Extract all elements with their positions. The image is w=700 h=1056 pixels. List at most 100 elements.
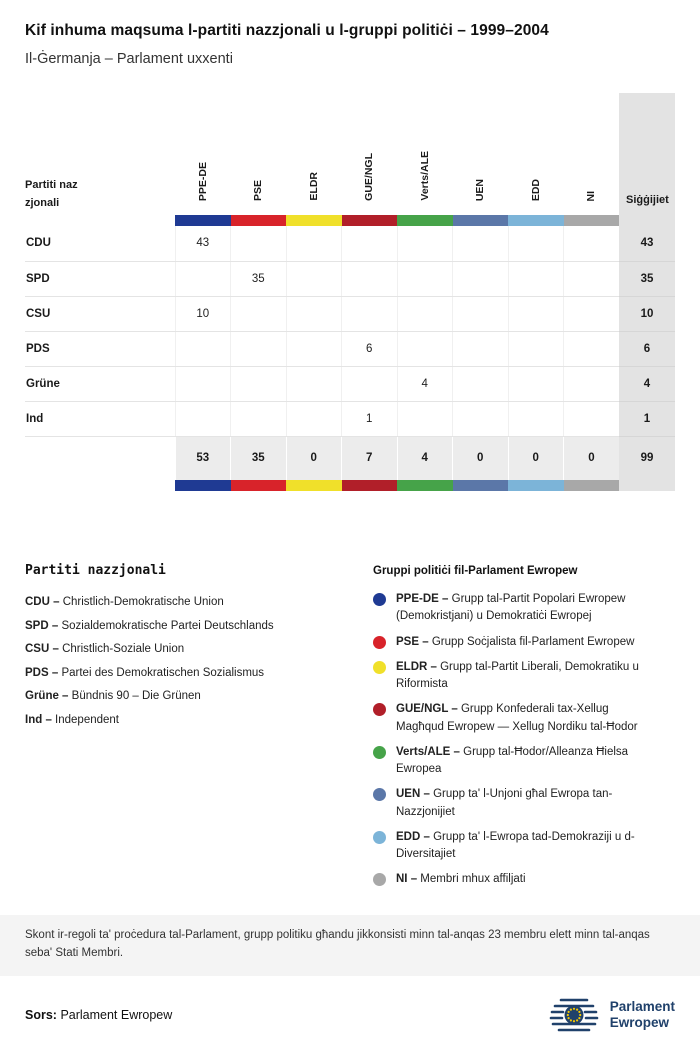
table-row-pds: PDS 6 6: [25, 331, 675, 367]
value-cell: [507, 401, 564, 437]
value-cell: [563, 261, 619, 297]
source-label: Sors:: [25, 1008, 57, 1022]
value-cell: [285, 261, 342, 297]
group-color-bar: [397, 215, 453, 226]
total-cell: 0: [285, 436, 342, 480]
value-cell: [174, 401, 231, 437]
seats-cell: 1: [619, 401, 675, 437]
legend-color-dot: [373, 788, 386, 802]
party-name: Ind: [25, 401, 175, 437]
value-cell: [507, 296, 564, 332]
legend-political-groups: Gruppi politiċi fil-Parlament Ewropew PP…: [373, 563, 655, 897]
value-cell: [341, 226, 397, 262]
list-item: CSU – Christlich-Soziale Union: [25, 643, 185, 655]
table-row-ind: Ind 1 1: [25, 401, 675, 437]
value-cell: [285, 366, 342, 402]
group-color-bar: [508, 480, 564, 491]
value-cell: [507, 261, 564, 297]
column-header-pse: PSE: [252, 179, 265, 201]
value-cell: [174, 331, 231, 367]
seats-cell: 43: [619, 226, 675, 262]
column-header-uen: UEN: [474, 178, 487, 201]
group-color-bar: [341, 215, 397, 226]
party-name: PDS: [25, 331, 175, 367]
total-cell: 0: [563, 436, 619, 480]
column-header-eldr: ELDR: [307, 172, 320, 201]
column-header-ni: NI: [585, 190, 598, 202]
legend-color-dot: [373, 745, 386, 759]
footnote: Skont ir-regoli ta' proċedura tal-Parlam…: [0, 915, 700, 976]
value-cell: [396, 296, 453, 332]
table-row-cdu: CDU 43 43: [25, 226, 675, 262]
value-cell: 4: [396, 366, 453, 402]
value-cell: [452, 401, 508, 437]
page-subtitle: Il-Ġermanja – Parlament uxxenti: [25, 51, 233, 67]
party-name: SPD: [25, 261, 175, 297]
group-color-bar: [341, 480, 397, 491]
value-cell: 1: [341, 401, 397, 437]
value-cell: [230, 331, 286, 367]
group-color-bar: [452, 215, 508, 226]
value-cell: [563, 226, 619, 262]
group-color-bar: [175, 215, 231, 226]
source-value: Parlament Ewropew: [60, 1008, 173, 1022]
column-color-bars-bottom: [25, 480, 675, 491]
seats-cell: 4: [619, 366, 675, 402]
value-cell: [396, 331, 453, 367]
party-name: Grüne: [25, 366, 175, 402]
group-color-bar: [563, 480, 619, 491]
value-cell: [563, 296, 619, 332]
list-item: PPE-DE – Grupp tal-Partit Popolari Ewrop…: [373, 591, 655, 626]
legend-color-dot: [373, 593, 386, 606]
value-cell: 6: [341, 331, 397, 367]
value-cell: [396, 261, 453, 297]
legend-color-dot: [373, 873, 386, 887]
value-cell: 43: [174, 226, 231, 262]
party-name: CDU: [25, 226, 175, 262]
list-item: NI – Membri mhux affiljati: [373, 871, 655, 888]
value-cell: 35: [230, 261, 286, 297]
total-cell: 7: [341, 436, 397, 480]
value-cell: [452, 331, 508, 367]
group-color-bar: [508, 215, 564, 226]
footer: Sors: Parlament Ewropew: [0, 976, 700, 1056]
value-cell: [230, 296, 286, 332]
list-item: ELDR – Grupp tal-Partit Liberali, Demokr…: [373, 659, 655, 694]
value-cell: [396, 226, 453, 262]
value-cell: [396, 401, 453, 437]
group-color-bar: [452, 480, 508, 491]
group-color-bar: [286, 480, 342, 491]
list-item: PDS – Partei des Demokratischen Sozialis…: [25, 666, 265, 679]
seats-cell: 6: [619, 331, 675, 367]
value-cell: [452, 261, 508, 297]
legend-color-dot: [373, 635, 386, 649]
column-header-ppe-de: PPE-DE: [196, 161, 209, 201]
row-header-label: Partiti nazzjonali: [25, 178, 78, 210]
total-seats-cell: 99: [619, 436, 675, 480]
value-cell: [563, 331, 619, 367]
seats-cell: 10: [619, 296, 675, 332]
header: Kif inhuma maqsuma l-partiti nazzjonali …: [0, 0, 700, 67]
hemicycle-logo-icon: [549, 998, 599, 1032]
party-name: CSU: [25, 296, 175, 332]
legend-groups-heading: Gruppi politiċi fil-Parlament Ewropew: [373, 565, 578, 577]
value-cell: [507, 366, 564, 402]
value-cell: [285, 226, 342, 262]
value-cell: [230, 366, 286, 402]
list-item: PSE – Grupp Soċjalista fil-Parlament Ewr…: [373, 634, 655, 651]
total-cell: 35: [230, 436, 286, 480]
page-title: Kif inhuma maqsuma l-partiti nazzjonali …: [25, 22, 549, 39]
table-header-row: Partiti nazzjonali PPE-DE PSE ELDR GUE/N…: [25, 93, 675, 215]
table-row-grune: Grüne 4 4: [25, 366, 675, 402]
total-cell: 4: [396, 436, 453, 480]
value-cell: [285, 401, 342, 437]
list-item: UEN – Grupp ta' l-Unjoni għal Ewropa tan…: [373, 786, 655, 821]
group-color-bar: [230, 215, 286, 226]
value-cell: [285, 331, 342, 367]
value-cell: [285, 296, 342, 332]
totals-row: 53 35 0 7 4 0 0 0 99: [25, 436, 675, 480]
table-row-csu: CSU 10 10: [25, 296, 675, 332]
column-header-gue-ngl: GUE/NGL: [363, 153, 376, 201]
column-color-bars-top: [25, 215, 675, 226]
